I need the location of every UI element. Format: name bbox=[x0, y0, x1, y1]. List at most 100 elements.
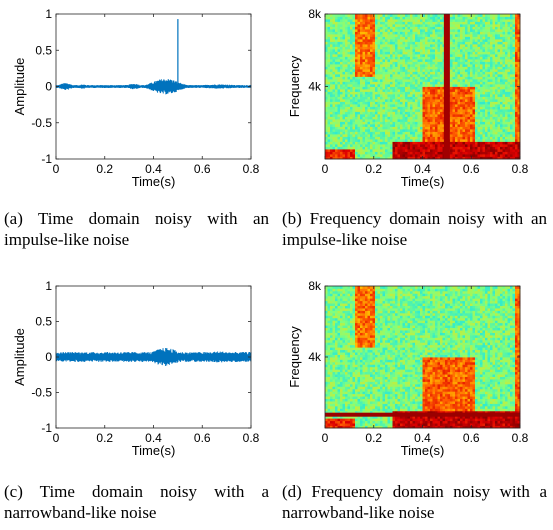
spectrogram-cell bbox=[510, 79, 513, 82]
spectrogram-cell bbox=[450, 127, 453, 130]
spectrogram-cell bbox=[390, 124, 393, 127]
spectrogram-cell bbox=[400, 39, 403, 42]
spectrogram-cell bbox=[475, 14, 478, 17]
spectrogram-cell bbox=[418, 117, 421, 120]
spectrogram-cell bbox=[468, 132, 471, 135]
spectrogram-cell bbox=[463, 54, 466, 57]
spectrogram-cell bbox=[430, 127, 433, 130]
spectrogram-cell bbox=[475, 79, 478, 82]
spectrogram-cell bbox=[410, 137, 413, 140]
spectrogram-cell bbox=[440, 57, 443, 60]
spectrogram-cell bbox=[418, 129, 421, 132]
spectrogram-cell bbox=[465, 149, 468, 152]
spectrogram-cell bbox=[378, 122, 381, 125]
spectrogram-cell bbox=[360, 144, 363, 147]
spectrogram-cell bbox=[493, 64, 496, 67]
spectrogram-cell bbox=[385, 14, 388, 17]
spectrogram-cell bbox=[465, 134, 468, 137]
spectrogram-cell bbox=[460, 129, 463, 132]
spectrogram-cell bbox=[478, 42, 481, 45]
spectrogram-cell bbox=[378, 154, 381, 157]
spectrogram-cell bbox=[465, 62, 468, 65]
spectrogram-cell bbox=[413, 69, 416, 72]
spectrogram-cell bbox=[355, 127, 358, 130]
spectrogram-cell bbox=[463, 89, 466, 92]
spectrogram-cell bbox=[440, 107, 443, 110]
spectrogram-cell bbox=[488, 17, 491, 20]
spectrogram-cell bbox=[360, 54, 363, 57]
spectrogram-cell bbox=[498, 17, 501, 20]
spectrogram-cell bbox=[395, 62, 398, 65]
spectrogram-cell bbox=[378, 112, 381, 115]
spectrogram-cell bbox=[375, 14, 378, 17]
spectrogram-cell bbox=[410, 39, 413, 42]
spectrogram-cell bbox=[383, 124, 386, 127]
spectrogram-cell bbox=[490, 82, 493, 85]
spectrogram-cell bbox=[325, 330, 328, 333]
spectrogram-cell bbox=[470, 82, 473, 85]
spectrogram-cell bbox=[383, 29, 386, 32]
spectrogram-cell bbox=[475, 139, 478, 142]
spectrogram-cell bbox=[398, 14, 401, 17]
spectrogram-cell bbox=[385, 62, 388, 65]
spectrogram-cell bbox=[388, 42, 391, 45]
spectrogram-cell bbox=[393, 97, 396, 100]
spectrogram-cell bbox=[495, 77, 498, 80]
spectrogram-cell bbox=[415, 144, 418, 147]
spectrogram-cell bbox=[383, 92, 386, 95]
spectrogram-cell bbox=[328, 347, 331, 350]
spectrogram-cell bbox=[413, 114, 416, 117]
spectrogram-cell bbox=[338, 22, 341, 25]
spectrogram-cell bbox=[365, 109, 368, 112]
spectrogram-cell bbox=[365, 52, 368, 55]
spectrogram-cell bbox=[485, 22, 488, 25]
spectrogram-cell bbox=[433, 107, 436, 110]
spectrogram-cell bbox=[358, 109, 361, 112]
spectrogram-cell bbox=[350, 39, 353, 42]
spectrogram-cell bbox=[345, 14, 348, 17]
spectrogram-cell bbox=[375, 107, 378, 110]
spectrogram-cell bbox=[398, 119, 401, 122]
spectrogram-cell bbox=[383, 64, 386, 67]
spectrogram-cell bbox=[325, 396, 328, 399]
spectrogram-cell bbox=[460, 24, 463, 27]
spectrogram-cell bbox=[400, 14, 403, 17]
spectrogram-cell bbox=[513, 112, 516, 115]
spectrogram-cell bbox=[363, 19, 366, 22]
spectrogram-cell bbox=[333, 333, 336, 336]
spectrogram-cell bbox=[485, 79, 488, 82]
spectrogram-cell bbox=[453, 37, 456, 40]
spectrogram-cell bbox=[385, 24, 388, 27]
spectrogram-cell bbox=[483, 129, 486, 132]
spectrogram-cell bbox=[503, 19, 506, 22]
spectrogram-cell bbox=[343, 129, 346, 132]
spectrogram-cell bbox=[403, 139, 406, 142]
spectrogram-cell bbox=[508, 147, 511, 150]
spectrogram-cell bbox=[470, 34, 473, 37]
spectrogram-cell bbox=[330, 337, 333, 340]
spectrogram-cell bbox=[453, 29, 456, 32]
spectrogram-cell bbox=[425, 94, 428, 97]
spectrogram-cell bbox=[370, 87, 373, 90]
spectrogram-cell bbox=[425, 27, 428, 30]
spectrogram-cell bbox=[490, 134, 493, 137]
spectrogram-cell bbox=[343, 57, 346, 60]
spectrogram-cell bbox=[458, 134, 461, 137]
spectrogram-cell bbox=[355, 147, 358, 150]
spectrogram-cell bbox=[403, 19, 406, 22]
spectrogram-cell bbox=[478, 129, 481, 132]
spectrogram-cell bbox=[338, 421, 341, 424]
spectrogram-cell bbox=[383, 102, 386, 105]
spectrogram-cell bbox=[405, 117, 408, 120]
spectrogram-cell bbox=[368, 34, 371, 37]
spectrogram-cell bbox=[365, 27, 368, 30]
spectrogram-cell bbox=[403, 24, 406, 27]
spectrogram-cell bbox=[328, 142, 331, 145]
spectrogram-cell bbox=[438, 47, 441, 50]
spectrogram-cell bbox=[420, 39, 423, 42]
spectrogram-cell bbox=[463, 149, 466, 152]
spectrogram-cell bbox=[393, 77, 396, 80]
spectrogram-cell bbox=[398, 79, 401, 82]
spectrogram-cell bbox=[493, 124, 496, 127]
spectrogram-cell bbox=[453, 57, 456, 60]
